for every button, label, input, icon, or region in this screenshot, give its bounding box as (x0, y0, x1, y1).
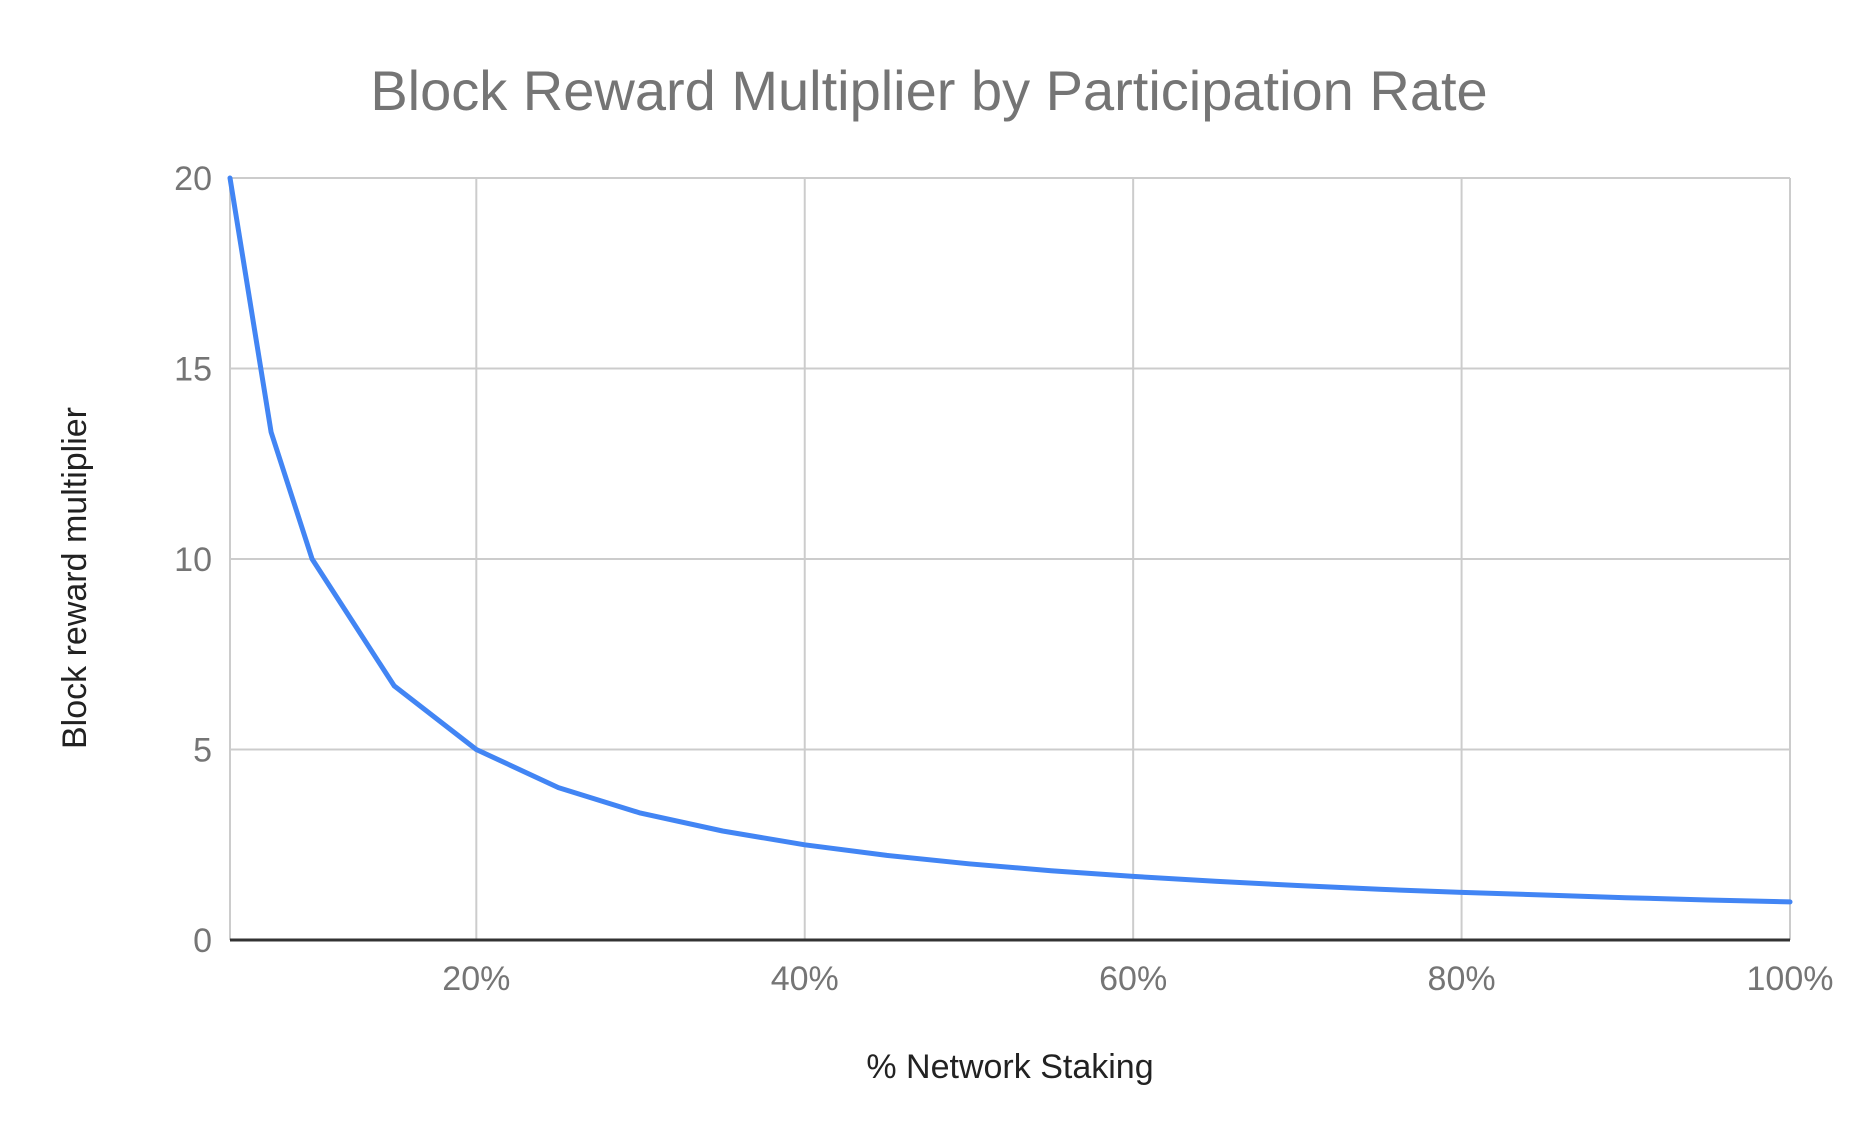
x-tick-label: 60% (1099, 960, 1167, 998)
y-tick-label: 5 (193, 732, 212, 770)
series-layer (227, 175, 1793, 905)
tick-labels: 0 5 10 15 20 20% 40% 60% 80% 100% (174, 160, 1833, 998)
grid-layer (229, 177, 1791, 942)
y-tick-label: 10 (174, 541, 212, 579)
y-tick-label: 20 (174, 160, 212, 198)
x-tick-label: 20% (442, 960, 510, 998)
y-tick-label: 15 (174, 351, 212, 389)
chart-title: Block Reward Multiplier by Participation… (370, 59, 1487, 122)
x-tick-label: 80% (1428, 960, 1496, 998)
x-tick-label: 40% (771, 960, 839, 998)
y-tick-label: 0 (193, 922, 212, 960)
x-axis-label: % Network Staking (866, 1048, 1153, 1086)
series-line (227, 175, 1793, 905)
y-axis-label: Block reward multiplier (56, 407, 94, 749)
x-tick-label: 100% (1747, 960, 1834, 998)
